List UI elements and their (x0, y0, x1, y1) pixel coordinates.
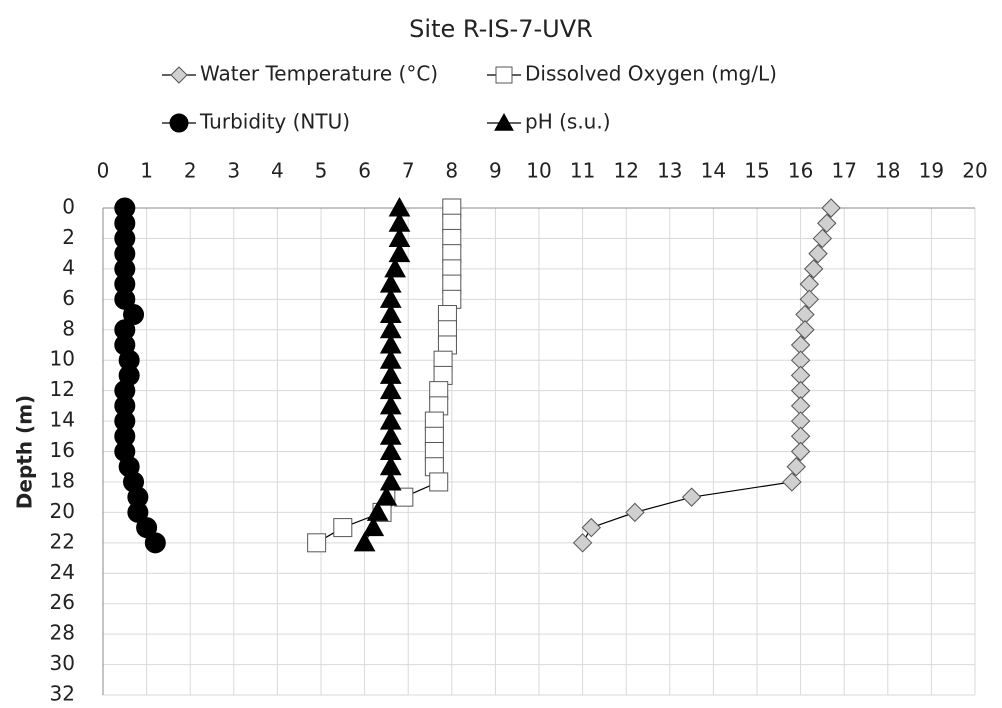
marker (494, 112, 514, 131)
y-tick-label: 16 (50, 438, 75, 462)
y-tick-label: 30 (50, 651, 75, 675)
marker (169, 113, 189, 133)
marker (681, 487, 702, 507)
x-tick-label: 15 (744, 159, 769, 183)
x-tick-label: 16 (788, 159, 813, 183)
y-tick-label: 12 (50, 377, 75, 401)
y-tick-label: 28 (50, 621, 75, 645)
x-tick-label: 8 (445, 159, 458, 183)
x-tick-label: 2 (184, 159, 197, 183)
y-tick-label: 4 (62, 255, 75, 279)
marker (388, 242, 411, 263)
x-tick-label: 12 (613, 159, 638, 183)
marker (144, 532, 166, 554)
y-tick-label: 10 (50, 347, 75, 371)
x-tick-label: 1 (140, 159, 153, 183)
marker (790, 441, 811, 462)
marker (495, 66, 513, 84)
marker (817, 213, 837, 233)
y-tick-label: 2 (62, 225, 75, 249)
x-tick-label: 3 (227, 159, 240, 183)
marker (333, 518, 353, 538)
x-tick-label: 19 (919, 159, 944, 183)
y-tick-label: 32 (50, 682, 75, 706)
y-tick-label: 14 (50, 408, 75, 432)
chart-title: Site R-IS-7-UVR (409, 15, 593, 43)
x-tick-label: 7 (402, 159, 415, 183)
x-tick-label: 4 (271, 159, 284, 183)
marker (812, 228, 833, 249)
marker (786, 457, 806, 477)
x-tick-label: 13 (657, 159, 682, 183)
x-tick-label: 11 (570, 159, 595, 183)
marker (795, 320, 815, 340)
marker (375, 486, 398, 506)
marker (379, 470, 402, 491)
x-tick-label: 18 (875, 159, 900, 183)
marker (170, 66, 188, 84)
legend-label: Dissolved Oxygen (mg/L) (525, 62, 777, 86)
y-axis-label: Depth (m) (13, 395, 37, 509)
marker (429, 472, 449, 492)
y-tick-label: 18 (50, 468, 75, 492)
marker (307, 533, 327, 553)
marker (362, 516, 385, 537)
y-tick-label: 20 (50, 499, 75, 523)
y-tick-label: 26 (50, 590, 75, 614)
marker (366, 501, 389, 521)
y-tick-label: 8 (62, 316, 75, 340)
y-tick-label: 24 (50, 560, 75, 584)
marker (625, 502, 645, 523)
legend-label: Turbidity (NTU) (199, 110, 350, 134)
x-tick-label: 9 (489, 159, 502, 183)
marker (384, 257, 406, 278)
x-tick-label: 6 (358, 159, 371, 183)
legend-label: Water Temperature (°C) (200, 62, 438, 86)
x-tick-label: 0 (97, 159, 110, 183)
x-tick-label: 5 (315, 159, 328, 183)
marker (821, 198, 841, 218)
marker (581, 517, 602, 538)
marker (782, 472, 802, 492)
x-tick-label: 17 (831, 159, 856, 183)
y-tick-label: 22 (50, 529, 75, 553)
marker (799, 289, 820, 310)
marker (572, 533, 593, 553)
y-tick-label: 0 (62, 195, 75, 219)
y-tick-label: 6 (62, 286, 75, 310)
marker (353, 531, 376, 552)
marker (394, 487, 414, 507)
marker (803, 259, 824, 279)
x-tick-label: 10 (526, 159, 551, 183)
legend-label: pH (s.u.) (525, 110, 611, 134)
x-tick-label: 14 (701, 159, 726, 183)
x-tick-label: 20 (962, 159, 987, 183)
marker (808, 243, 828, 264)
